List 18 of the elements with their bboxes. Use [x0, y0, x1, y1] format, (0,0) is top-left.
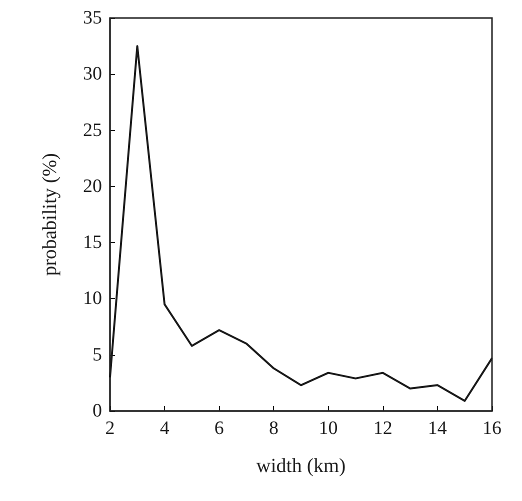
y-tick-label: 35 — [83, 8, 102, 28]
y-tick-label: 25 — [83, 120, 102, 141]
x-tick-label: 8 — [268, 418, 278, 439]
x-tick-label: 6 — [214, 418, 224, 439]
y-tick-label: 15 — [83, 232, 102, 254]
y-tick-label: 30 — [83, 64, 102, 85]
y-tick-label: 20 — [83, 176, 102, 197]
x-axis-title: width (km) — [256, 455, 346, 477]
x-tick-label: 16 — [482, 418, 502, 439]
y-tick-label: 5 — [92, 344, 102, 366]
y-tick-label: 10 — [83, 288, 102, 310]
y-axis-title: probability (%) — [39, 153, 61, 276]
x-tick-label: 4 — [160, 418, 170, 439]
x-tick-label: 12 — [373, 418, 392, 439]
x-tick-label: 10 — [318, 418, 338, 439]
y-tick-label: 0 — [92, 400, 102, 422]
x-tick-label: 14 — [428, 418, 448, 439]
x-tick-label: 2 — [105, 418, 115, 439]
